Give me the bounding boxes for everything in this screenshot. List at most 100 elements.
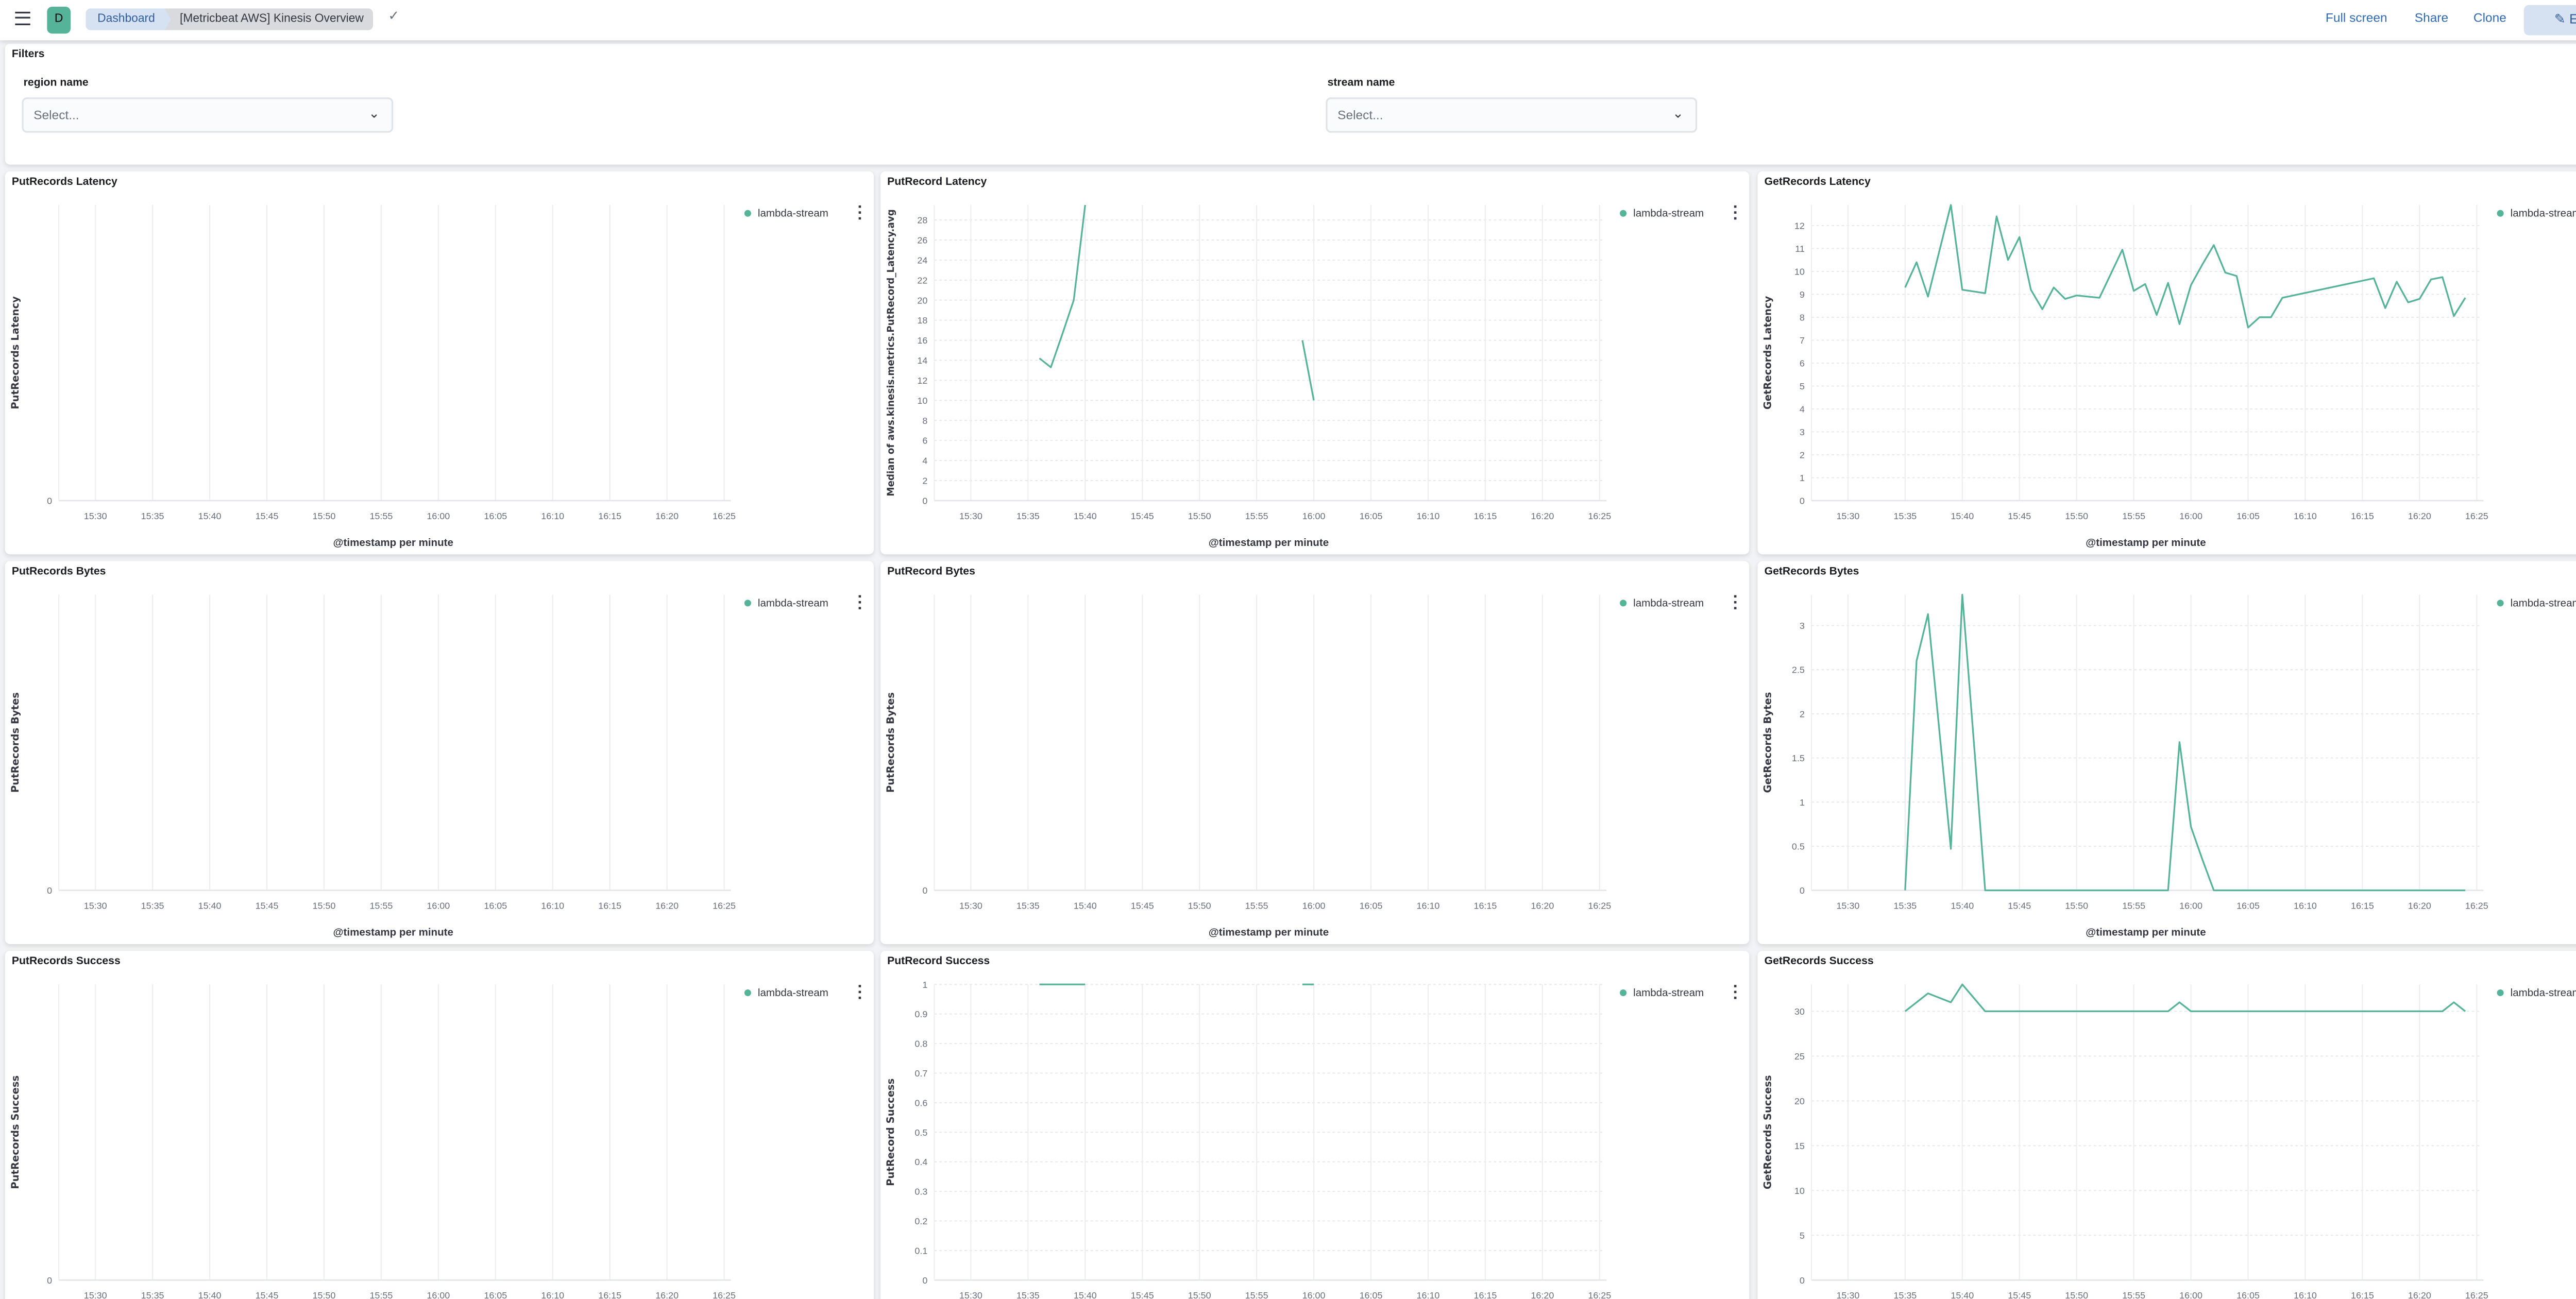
stream-name-select[interactable]: Select... ⌄ [1326, 97, 1698, 133]
x-tick-label: 16:20 [2408, 1290, 2431, 1299]
panel-title: PutRecord Bytes [887, 566, 975, 578]
legend-options-icon[interactable] [1734, 607, 1737, 609]
x-tick-label: 15:50 [313, 900, 336, 911]
series-line-lambda-stream[interactable] [1301, 340, 1315, 401]
edit-button[interactable]: ✎ Edit [2523, 5, 2576, 36]
legend-options-icon[interactable] [858, 595, 861, 598]
y-tick-label: 2 [1800, 709, 1805, 719]
series-line-lambda-stream[interactable] [1904, 204, 2466, 329]
x-tick-label: 16:20 [2408, 900, 2431, 911]
legend-options-icon[interactable] [858, 601, 861, 604]
y-tick-label: 12 [917, 375, 927, 386]
chart-panel: PutRecord Success 0 0.1 0.2 0.3 0.4 0.5 0.6 0.7 0… [880, 951, 1750, 1299]
hamburger-menu-icon[interactable] [15, 11, 30, 25]
x-tick-label: 15:50 [313, 1290, 336, 1299]
chart-panel: PutRecords Latency 0 15:30 15:35 15:40 15:45 1… [5, 171, 874, 555]
x-tick-label: 15:30 [959, 900, 982, 911]
x-tick-label: 15:35 [141, 1290, 164, 1299]
legend-item-lambda-stream[interactable]: lambda-stream [1633, 208, 1704, 219]
y-tick-label: 20 [917, 295, 927, 305]
legend-options-icon[interactable] [858, 985, 861, 987]
legend-options-icon[interactable] [1734, 985, 1737, 987]
x-tick-label: 15:55 [2122, 900, 2145, 911]
legend-item-lambda-stream[interactable]: lambda-stream [1633, 987, 1704, 999]
legend-item-lambda-stream[interactable]: lambda-stream [758, 597, 828, 609]
share-button[interactable]: Share [2414, 10, 2449, 25]
x-tick-label: 15:30 [1836, 1290, 1859, 1299]
legend-options-icon[interactable] [1734, 205, 1737, 208]
legend-item-lambda-stream[interactable]: lambda-stream [758, 208, 828, 219]
legend-item-lambda-stream[interactable]: lambda-stream [2511, 208, 2576, 219]
y-axis-title: GetRecords Success [1762, 1075, 1774, 1189]
legend-dot-icon [1620, 600, 1627, 607]
x-tick-label: 16:00 [1302, 1290, 1326, 1299]
legend-options-icon[interactable] [858, 211, 861, 214]
x-tick-label: 16:10 [1417, 900, 1440, 911]
x-tick-label: 15:55 [2122, 511, 2145, 521]
x-tick-label: 15:55 [1245, 900, 1268, 911]
chart-panel: PutRecord Bytes 0 15:30 15:35 15:40 15:45 15:5… [880, 561, 1750, 944]
y-tick-label: 6 [1800, 358, 1805, 368]
space-avatar[interactable]: D [47, 7, 71, 34]
legend-options-icon[interactable] [1734, 997, 1737, 999]
x-tick-label: 15:40 [198, 900, 222, 911]
y-tick-label: 7 [1800, 335, 1805, 346]
x-tick-label: 16:05 [2236, 900, 2260, 911]
y-axis-title: PutRecords Latency [9, 296, 21, 409]
y-tick-label: 16 [917, 335, 927, 346]
y-tick-label: 10 [1794, 266, 1805, 277]
legend-options-icon[interactable] [858, 990, 861, 994]
series-line-lambda-stream[interactable] [1904, 983, 2466, 1013]
x-tick-label: 16:00 [427, 1290, 450, 1299]
x-tick-label: 15:30 [959, 1290, 982, 1299]
y-tick-label: 8 [1800, 312, 1805, 322]
y-tick-label: 0 [47, 1275, 52, 1286]
x-tick-label: 16:00 [2179, 511, 2202, 521]
breadcrumb-dashboard[interactable]: Dashboard [86, 8, 172, 30]
panel-title: PutRecord Latency [887, 176, 987, 189]
x-tick-label: 15:45 [2008, 511, 2031, 521]
legend-options-icon[interactable] [1734, 211, 1737, 214]
legend-options-icon[interactable] [1734, 990, 1737, 994]
legend-options-icon[interactable] [1734, 601, 1737, 604]
legend-item-lambda-stream[interactable]: lambda-stream [2511, 597, 2576, 609]
x-tick-label: 15:45 [256, 511, 279, 521]
legend-item-lambda-stream[interactable]: lambda-stream [758, 987, 828, 999]
x-tick-label: 15:45 [1131, 900, 1154, 911]
y-tick-label: 1 [1800, 797, 1805, 808]
clone-button[interactable]: Clone [2473, 10, 2506, 25]
region-name-select[interactable]: Select... ⌄ [22, 97, 394, 133]
y-tick-label: 0 [1800, 1275, 1805, 1286]
y-axis-title: PutRecord Success [885, 1079, 896, 1186]
panel-title: GetRecords Bytes [1764, 566, 1859, 578]
legend-options-icon[interactable] [858, 205, 861, 208]
chart-panel: PutRecord Latency 0 2 4 6 8 10 12 14 16 18 20 22 24 26… [880, 171, 1750, 555]
full-screen-button[interactable]: Full screen [2325, 10, 2387, 25]
x-tick-label: 16:25 [1588, 511, 1611, 521]
x-tick-label: 16:00 [2179, 1290, 2202, 1299]
series-line-lambda-stream[interactable] [1039, 204, 1086, 368]
legend-options-icon[interactable] [858, 997, 861, 999]
x-tick-label: 16:00 [2179, 900, 2202, 911]
panel-title: GetRecords Success [1764, 955, 1874, 968]
x-tick-label: 15:40 [1074, 511, 1097, 521]
y-tick-label: 0 [922, 885, 927, 896]
legend-item-lambda-stream[interactable]: lambda-stream [1633, 597, 1704, 609]
legend-options-icon[interactable] [1734, 217, 1737, 220]
x-axis-title: @timestamp per minute [2086, 927, 2206, 938]
x-tick-label: 15:40 [1951, 511, 1974, 521]
x-tick-label: 15:30 [84, 900, 107, 911]
legend-item-lambda-stream[interactable]: lambda-stream [2511, 987, 2576, 999]
legend-options-icon[interactable] [858, 607, 861, 609]
panel-title: PutRecords Latency [11, 176, 117, 189]
x-tick-label: 16:15 [598, 511, 621, 521]
filters-panel: Filters region name Select... ⌄ stream na… [5, 43, 2576, 165]
x-tick-label: 15:35 [141, 900, 164, 911]
legend-options-icon[interactable] [858, 217, 861, 220]
pencil-icon: ✎ [2554, 11, 2566, 27]
series-line-lambda-stream[interactable] [1904, 593, 2466, 892]
legend-options-icon[interactable] [1734, 595, 1737, 598]
x-tick-label: 16:25 [1588, 900, 1611, 911]
y-axis-title: PutRecords Bytes [885, 692, 896, 793]
